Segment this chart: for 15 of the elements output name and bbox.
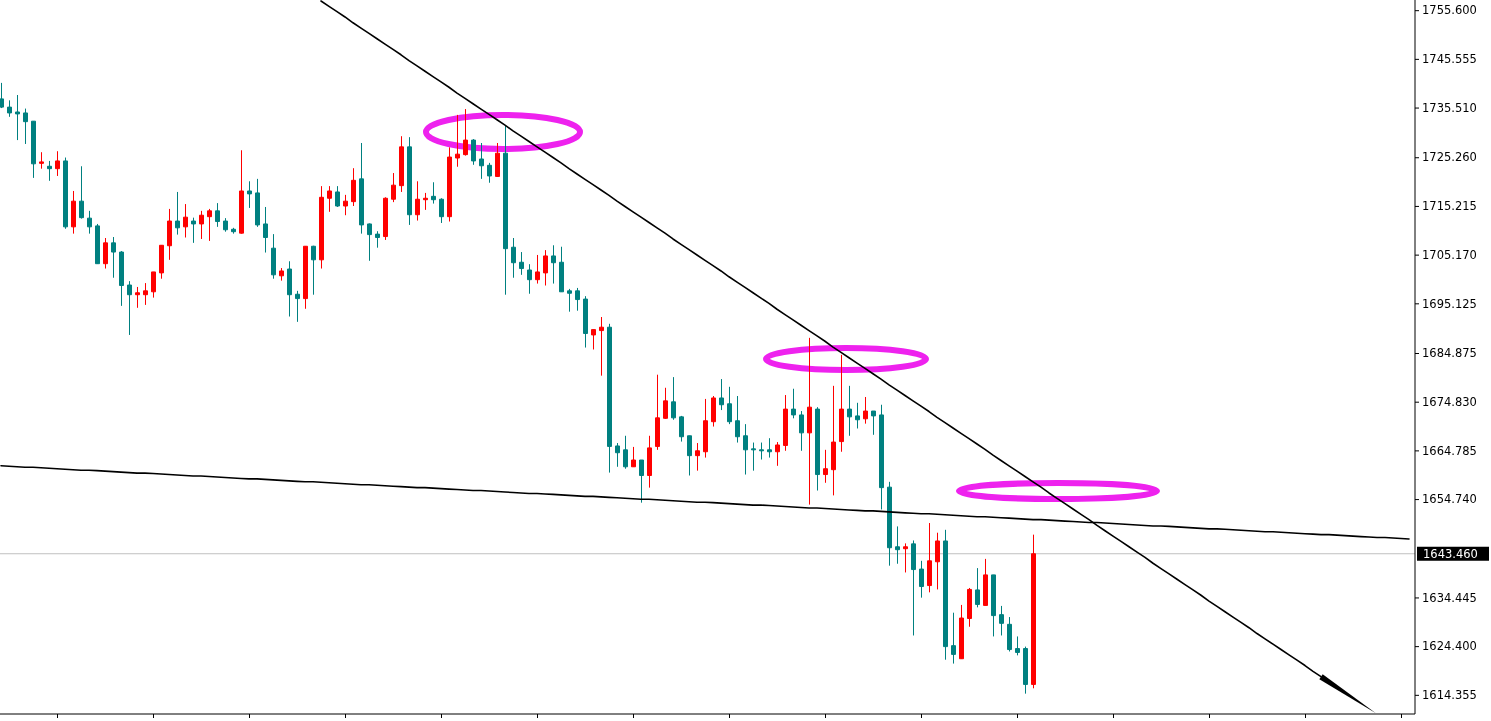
y-tick-label: 1695.125 [1422, 296, 1477, 311]
y-tick-label: 1745.555 [1422, 52, 1477, 67]
y-tick-label: 1674.830 [1422, 394, 1477, 409]
y-tick-label: 1735.510 [1422, 100, 1477, 115]
y-tick-label: 1715.215 [1422, 199, 1477, 214]
y-tick-label: 1725.260 [1422, 150, 1477, 165]
ref-line-label: 1643.460 [1423, 547, 1478, 562]
y-tick-label: 1654.740 [1422, 492, 1477, 507]
y-tick-label: 1705.170 [1422, 247, 1477, 262]
y-tick-label: 1634.445 [1422, 590, 1477, 605]
y-tick-label: 1664.785 [1422, 443, 1477, 458]
y-tick-label: 1684.875 [1422, 346, 1477, 361]
y-tick-label: 1624.400 [1422, 639, 1477, 654]
y-tick-label: 1755.600 [1422, 3, 1477, 18]
y-tick-label: 1614.355 [1422, 688, 1477, 703]
